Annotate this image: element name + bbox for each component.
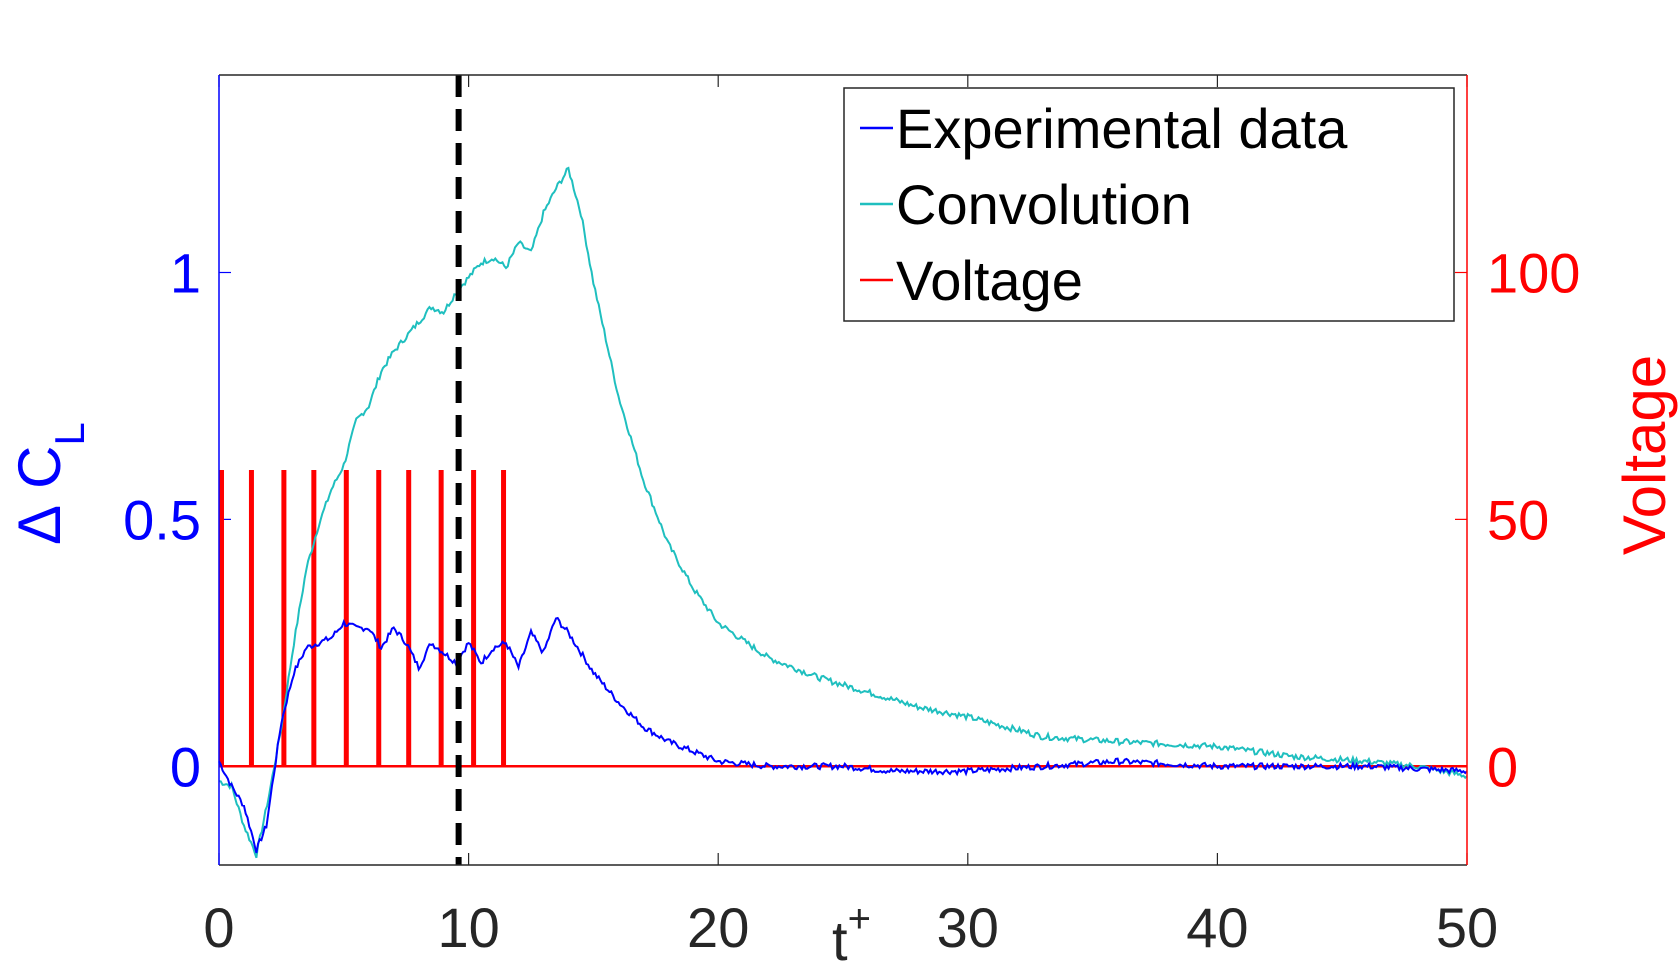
x-tick-label: 50	[1436, 896, 1498, 959]
y-right-tick-label: 0	[1487, 735, 1518, 798]
legend: Experimental data Convolution Voltage	[843, 87, 1455, 322]
y-right-tick-labels: 0 50 100	[1487, 242, 1580, 799]
legend-label-experimental: Experimental data	[896, 97, 1348, 160]
x-tick-labels: 0 10 20 30 40 50	[203, 896, 1498, 959]
x-axis-label: t+	[832, 897, 871, 972]
y-left-tick-label: 1	[170, 242, 201, 305]
y-left-axis-label-sub: L	[46, 422, 93, 445]
convolution-series	[218, 166, 1468, 859]
x-axis-label-sup: +	[848, 897, 871, 941]
y-left-tick-label: 0.5	[123, 488, 201, 551]
y-left-axis-label-symbol: Δ	[6, 505, 73, 545]
x-tick-label: 20	[687, 896, 749, 959]
convolution-line	[218, 166, 1468, 859]
y-left-axis-label: ΔCL	[6, 422, 93, 545]
x-tick-label: 10	[437, 896, 499, 959]
legend-label-voltage: Voltage	[896, 249, 1083, 312]
y-left-tick-label: 0	[170, 735, 201, 798]
y-left-axis-label-main: C	[6, 446, 73, 489]
x-axis-label-main: t	[832, 909, 848, 972]
experimental-series	[218, 616, 1468, 854]
legend-label-convolution: Convolution	[896, 173, 1192, 236]
y-right-axis-label: Voltage	[1611, 355, 1678, 555]
x-tick-label: 40	[1186, 896, 1248, 959]
experimental-line	[218, 616, 1468, 854]
y-right-tick-label: 100	[1487, 242, 1580, 305]
legend-box	[843, 87, 1455, 322]
y-left-tick-labels: 00.51	[123, 242, 201, 799]
x-tick-label: 0	[203, 896, 234, 959]
x-tick-label: 30	[937, 896, 999, 959]
y-right-tick-label: 50	[1487, 488, 1549, 551]
